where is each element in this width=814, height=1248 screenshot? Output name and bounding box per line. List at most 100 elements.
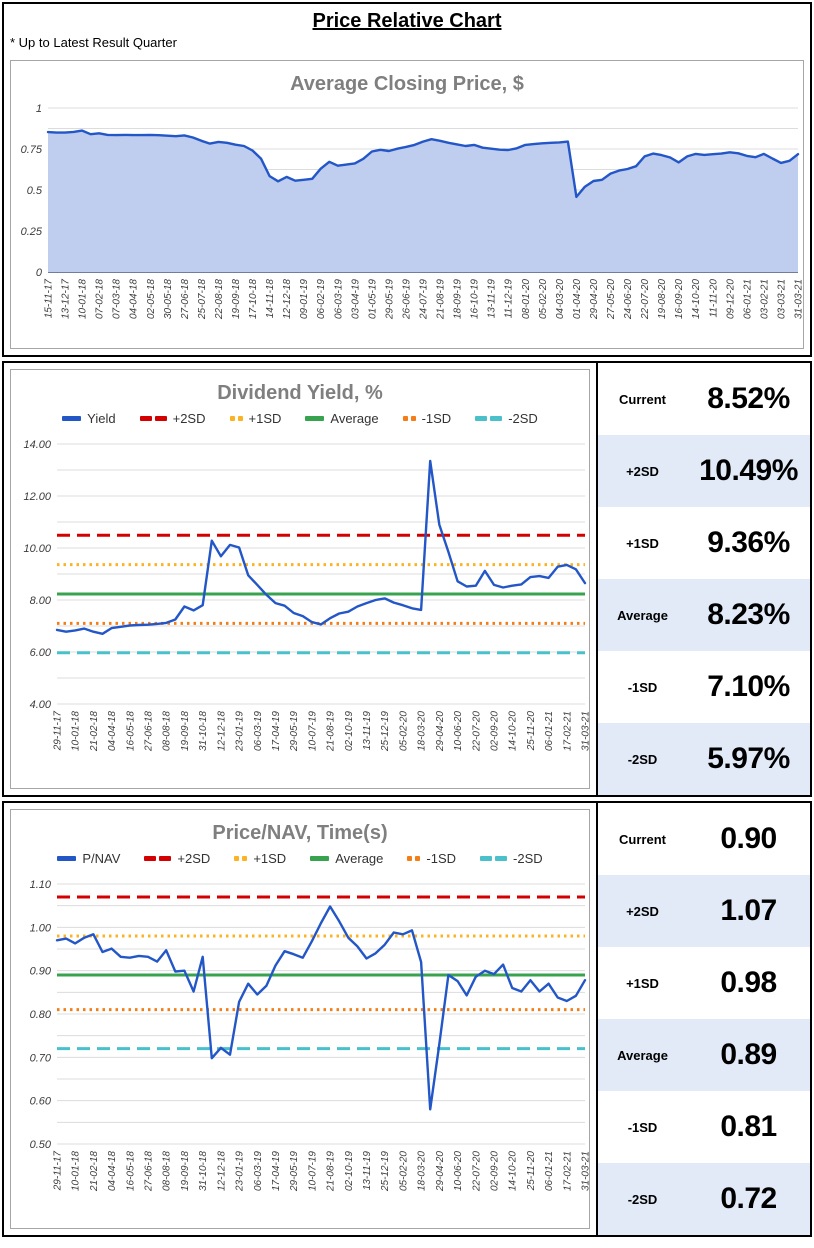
- yield-chart-title: Dividend Yield, %: [217, 382, 383, 404]
- svg-text:16-05-18: 16-05-18: [125, 711, 136, 751]
- svg-text:25-12-19: 25-12-19: [380, 711, 391, 752]
- svg-text:0.75: 0.75: [21, 144, 43, 156]
- stat-label: Current: [619, 391, 666, 407]
- svg-text:10-06-20: 10-06-20: [453, 1151, 464, 1191]
- svg-text:06-01-21: 06-01-21: [742, 279, 753, 319]
- legend-swatch-icon: [57, 856, 77, 861]
- yield-chart-legend: Yield +2SD +1SD Average -1SD -2SD: [11, 409, 589, 434]
- stat-row--2sd: +2SD 10.49%: [598, 435, 810, 507]
- svg-text:27-06-18: 27-06-18: [144, 711, 155, 752]
- legend-swatch-icon: [402, 416, 416, 421]
- legend-label: +1SD: [253, 851, 287, 866]
- svg-text:19-09-18: 19-09-18: [180, 1151, 191, 1191]
- svg-text:08-01-20: 08-01-20: [521, 279, 532, 319]
- stat-label: +2SD: [626, 903, 659, 919]
- svg-text:8.00: 8.00: [30, 595, 52, 607]
- area-fill: [48, 130, 798, 272]
- price-nav-svg: 0.50 0.60 0.70 0.80 0.90 1.00 1.10 29-11-17 10-0…: [30, 879, 592, 1192]
- stat-row-current: Current 0.90: [598, 803, 810, 875]
- legend-item--2sd: -2SD: [480, 851, 543, 866]
- stat-value: 1.07: [720, 894, 777, 927]
- svg-text:25-11-20: 25-11-20: [526, 711, 537, 752]
- legend-swatch-icon: [310, 856, 330, 861]
- svg-text:21-02-18: 21-02-18: [89, 711, 100, 752]
- svg-text:13-11-19: 13-11-19: [487, 279, 498, 319]
- svg-text:07-02-18: 07-02-18: [95, 279, 106, 319]
- legend-item--2sd: +2SD: [139, 411, 206, 426]
- svg-text:17-04-19: 17-04-19: [271, 711, 282, 751]
- section-price-nav: Price/NAV, Time(s) P/NAV +2SD +1SD Average -…: [2, 801, 812, 1237]
- legend-swatch-icon: [234, 856, 248, 861]
- svg-text:24-07-19: 24-07-19: [419, 279, 430, 320]
- svg-text:19-09-18: 19-09-18: [180, 711, 191, 751]
- svg-text:11-12-19: 11-12-19: [504, 279, 515, 319]
- svg-text:31-10-18: 31-10-18: [198, 711, 209, 751]
- svg-text:21-08-19: 21-08-19: [326, 1151, 337, 1192]
- svg-text:29-05-19: 29-05-19: [289, 1151, 300, 1192]
- svg-text:04-04-18: 04-04-18: [107, 711, 118, 751]
- stat-value: 0.72: [720, 1182, 777, 1215]
- svg-text:06-01-21: 06-01-21: [544, 711, 555, 751]
- stat-row-average: Average 0.89: [598, 1019, 810, 1091]
- svg-text:21-02-18: 21-02-18: [89, 1151, 100, 1192]
- stat-row--2sd: +2SD 1.07: [598, 875, 810, 947]
- legend-label: +1SD: [248, 411, 282, 426]
- price-chart-canvas: 0 0.25 0.5 0.75 1 15-11-17 13-12-17 10-01-18 07-…: [11, 100, 805, 348]
- pnav-chart-legend: P/NAV +2SD +1SD Average -1SD -2SD: [11, 849, 589, 874]
- legend-swatch-icon: [480, 856, 508, 861]
- svg-text:0.5: 0.5: [27, 185, 43, 197]
- svg-text:25-07-18: 25-07-18: [197, 279, 208, 320]
- footnote: * Up to Latest Result Quarter: [10, 35, 177, 50]
- x-axis-labels: 29-11-17 10-01-18 21-02-18 04-04-18 16-05-18…: [53, 1151, 592, 1192]
- svg-text:0.50: 0.50: [30, 1139, 52, 1151]
- svg-text:03-04-19: 03-04-19: [350, 279, 361, 319]
- dividend-yield-series-line: [55, 459, 587, 636]
- legend-label: -1SD: [421, 411, 452, 426]
- svg-text:04-04-18: 04-04-18: [129, 279, 140, 319]
- stat-value: 0.81: [720, 1110, 777, 1143]
- svg-text:29-11-17: 29-11-17: [53, 1151, 64, 1192]
- stat-row--1sd: -1SD 0.81: [598, 1091, 810, 1163]
- legend-item--1sd: -1SD: [402, 411, 452, 426]
- svg-text:19-08-20: 19-08-20: [657, 279, 668, 319]
- svg-text:31-10-18: 31-10-18: [198, 1151, 209, 1191]
- stat-value: 0.90: [720, 822, 777, 855]
- svg-text:13-12-17: 13-12-17: [61, 279, 72, 319]
- stat-value: 7.10%: [707, 670, 790, 703]
- stat-row--1sd: +1SD 0.98: [598, 947, 810, 1019]
- svg-text:12.00: 12.00: [23, 491, 51, 503]
- svg-text:05-02-20: 05-02-20: [538, 279, 549, 319]
- legend-item-average: Average: [310, 851, 383, 866]
- svg-text:10-07-19: 10-07-19: [307, 711, 318, 751]
- svg-text:29-05-19: 29-05-19: [384, 279, 395, 320]
- svg-text:4.00: 4.00: [30, 699, 52, 711]
- svg-text:07-03-18: 07-03-18: [112, 279, 123, 319]
- yield-chart-canvas: 4.00 6.00 8.00 10.00 12.00 14.00 29-11-17 10-01…: [11, 434, 591, 788]
- svg-text:6.00: 6.00: [30, 647, 52, 659]
- svg-text:06-03-19: 06-03-19: [253, 1151, 264, 1191]
- legend-label: +2SD: [172, 411, 206, 426]
- gridlines: [57, 883, 585, 1145]
- svg-text:26-06-19: 26-06-19: [401, 279, 412, 320]
- svg-text:10-01-18: 10-01-18: [71, 711, 82, 751]
- gridlines: [57, 443, 585, 705]
- legend-item--1sd: +1SD: [229, 411, 282, 426]
- svg-text:10-07-19: 10-07-19: [307, 1151, 318, 1191]
- svg-text:16-09-20: 16-09-20: [674, 279, 685, 319]
- stat-label: Average: [617, 1047, 668, 1063]
- svg-text:12-12-18: 12-12-18: [282, 279, 293, 319]
- svg-text:14-10-20: 14-10-20: [508, 711, 519, 751]
- svg-text:16-05-18: 16-05-18: [125, 1151, 136, 1191]
- yield-chart-area: Dividend Yield, % Yield +2SD +1SD Average -1…: [4, 363, 596, 795]
- stat-value: 10.49%: [699, 454, 798, 487]
- svg-text:0.80: 0.80: [30, 1009, 52, 1021]
- stat-label: -2SD: [627, 751, 658, 767]
- page-title: Price Relative Chart: [312, 10, 502, 32]
- svg-text:22-07-20: 22-07-20: [640, 279, 651, 320]
- pnav-stats-table: Current 0.90 +2SD 1.07 +1SD 0.98 Average 0.89 -1…: [596, 803, 810, 1235]
- svg-text:02-10-19: 02-10-19: [344, 711, 355, 751]
- svg-text:06-03-19: 06-03-19: [333, 279, 344, 319]
- svg-text:02-05-18: 02-05-18: [146, 279, 157, 319]
- svg-text:05-02-20: 05-02-20: [398, 711, 409, 751]
- svg-text:02-10-19: 02-10-19: [344, 1151, 355, 1191]
